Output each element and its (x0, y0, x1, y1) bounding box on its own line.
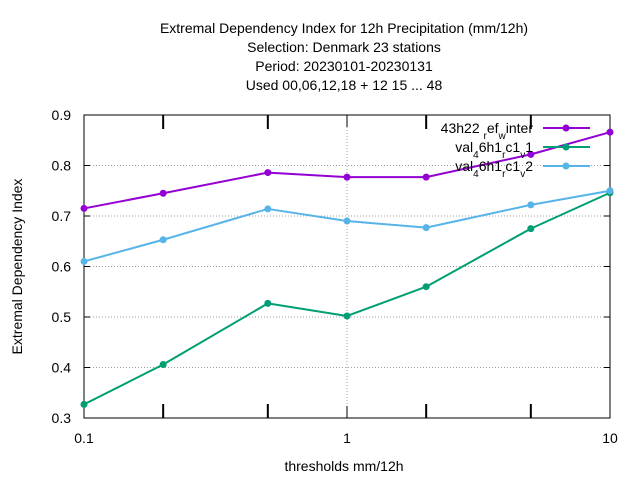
series-3-point (80, 257, 88, 265)
series-3-point (264, 205, 272, 213)
chart-title-line-0: Extremal Dependency Index for 12h Precip… (160, 20, 528, 36)
series-2-point (159, 360, 167, 368)
series-1-point (422, 173, 430, 181)
series-1-point (606, 128, 614, 136)
series-1-point (159, 189, 167, 197)
chart-title-line-2: Period: 20230101-20230131 (255, 58, 433, 74)
series-1-point (343, 173, 351, 181)
legend-marker-3 (562, 162, 570, 170)
x-tick-label: 0.1 (74, 430, 94, 446)
chart-title-line-3: Used 00,06,12,18 + 12 15 ... 48 (246, 77, 443, 93)
series-3-point (606, 187, 614, 195)
series-2-point (80, 400, 88, 408)
series-3-point (527, 201, 535, 209)
y-tick-label: 0.3 (52, 410, 72, 426)
y-tick-label: 0.6 (52, 259, 72, 275)
x-tick-label: 1 (343, 430, 351, 446)
y-tick-label: 0.9 (52, 107, 72, 123)
series-3-point (422, 224, 430, 232)
y-tick-label: 0.7 (52, 208, 72, 224)
series-2-point (343, 312, 351, 320)
y-tick-label: 0.4 (52, 360, 72, 376)
x-tick-label: 10 (602, 430, 618, 446)
series-2-point (527, 225, 535, 233)
legend-label-2: val46h1rc1v1 (455, 139, 533, 161)
y-tick-label: 0.5 (52, 309, 72, 325)
x-axis-label: thresholds mm/12h (284, 458, 403, 474)
y-tick-label: 0.8 (52, 158, 72, 174)
legend-marker-2 (562, 143, 570, 151)
legend-label-3: val46h1rc1v2 (455, 158, 533, 180)
series-1-point (527, 150, 535, 158)
series-1-point (264, 169, 272, 177)
legend-marker-1 (562, 124, 570, 132)
series-3-point (159, 236, 167, 244)
chart-title-line-1: Selection: Denmark 23 stations (247, 39, 441, 55)
legend-label-1: 43h22 refwinter (441, 120, 534, 142)
series-1-point (80, 204, 88, 212)
series-3-point (343, 217, 351, 225)
series-2-point (422, 283, 430, 291)
series-2-point (264, 299, 272, 307)
y-axis-label: Extremal Dependency Index (9, 179, 25, 355)
